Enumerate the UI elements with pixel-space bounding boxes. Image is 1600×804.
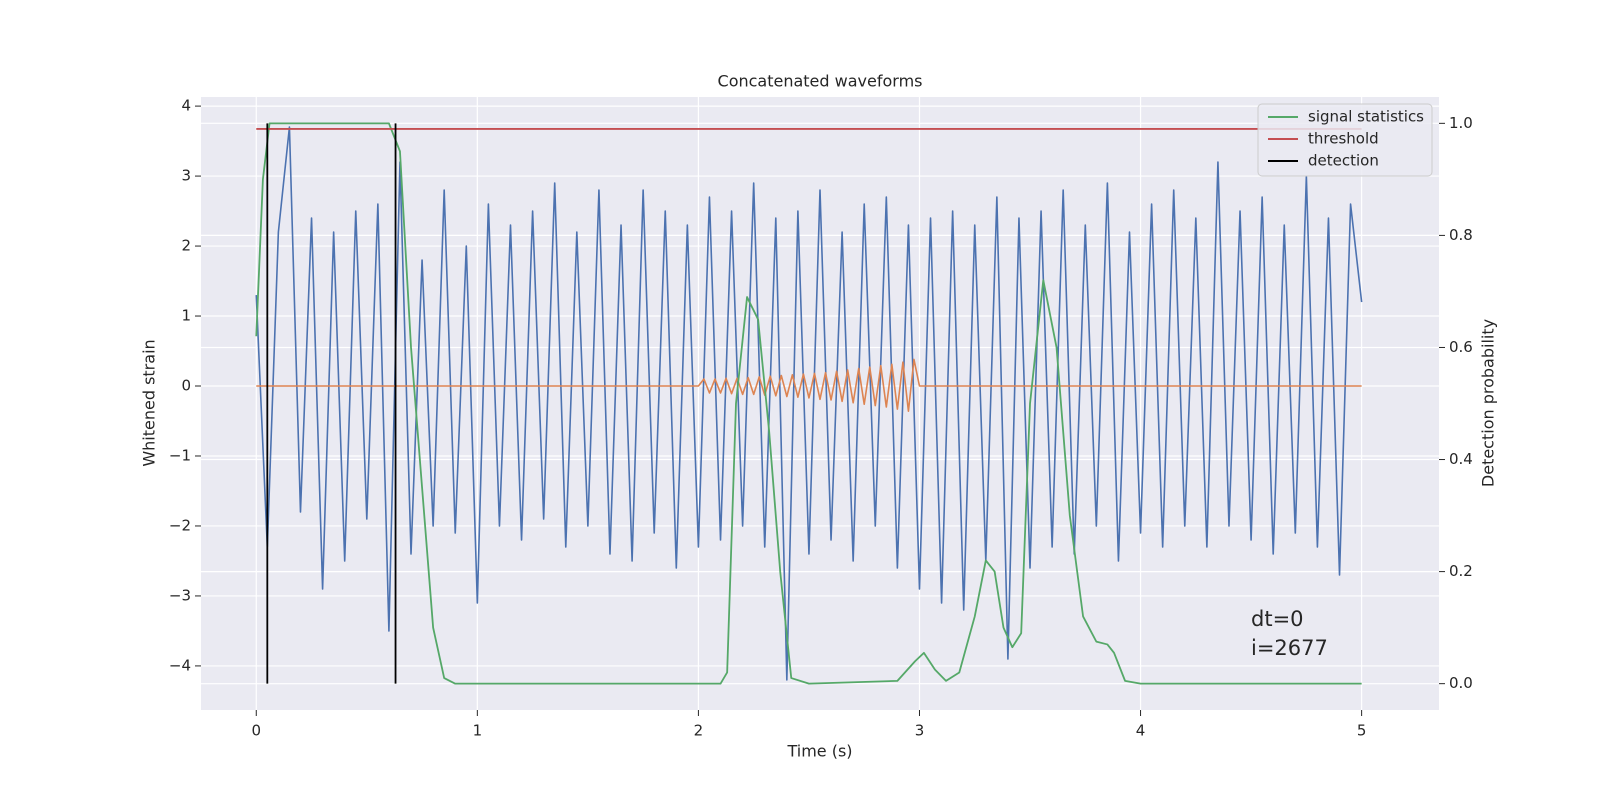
x-tick-label: 2 bbox=[694, 722, 704, 740]
y2-tick-label: 0.0 bbox=[1449, 674, 1473, 692]
annotation: i=2677 bbox=[1251, 636, 1328, 660]
y-tick-label: −4 bbox=[169, 656, 191, 674]
y-tick-label: −2 bbox=[169, 516, 191, 534]
chart-title: Concatenated waveforms bbox=[718, 72, 923, 91]
x-tick-label: 1 bbox=[473, 722, 483, 740]
legend-label: signal statistics bbox=[1308, 108, 1424, 126]
x-axis-label: Time (s) bbox=[786, 742, 852, 761]
y-tick-label: 2 bbox=[181, 237, 191, 255]
y2-tick-label: 0.6 bbox=[1449, 338, 1473, 356]
y-axis-label: Whitened strain bbox=[140, 339, 159, 466]
y-tick-label: 0 bbox=[181, 377, 191, 395]
series-line bbox=[256, 358, 1362, 412]
legend-label: threshold bbox=[1308, 130, 1379, 148]
x-tick-label: 4 bbox=[1136, 722, 1146, 740]
series-line bbox=[266, 123, 397, 684]
annotation: dt=0 bbox=[1251, 607, 1304, 631]
legend-items: signal statistics threshold detection bbox=[1268, 108, 1424, 170]
series-line bbox=[255, 122, 1362, 685]
legend bbox=[1257, 103, 1433, 177]
y2-tick-label: 0.8 bbox=[1449, 226, 1473, 244]
x-tick-label: 3 bbox=[915, 722, 925, 740]
y-tick-label: 3 bbox=[181, 167, 191, 185]
y2-tick-label: 0.4 bbox=[1449, 450, 1473, 468]
y-tick-label: −3 bbox=[169, 586, 191, 604]
x-tick-label: 5 bbox=[1357, 722, 1367, 740]
y2-axis-label: Detection probability bbox=[1479, 319, 1498, 487]
y2-tick-label: 1.0 bbox=[1449, 114, 1473, 132]
marks bbox=[255, 122, 1363, 685]
legend-label: detection bbox=[1308, 152, 1379, 170]
y-tick-label: −1 bbox=[169, 446, 191, 464]
y-tick-label: 4 bbox=[181, 97, 191, 115]
series-line bbox=[255, 126, 1363, 681]
x-tick-label: 0 bbox=[251, 722, 261, 740]
y-tick-label: 1 bbox=[181, 307, 191, 325]
y2-tick-label: 0.2 bbox=[1449, 562, 1473, 580]
